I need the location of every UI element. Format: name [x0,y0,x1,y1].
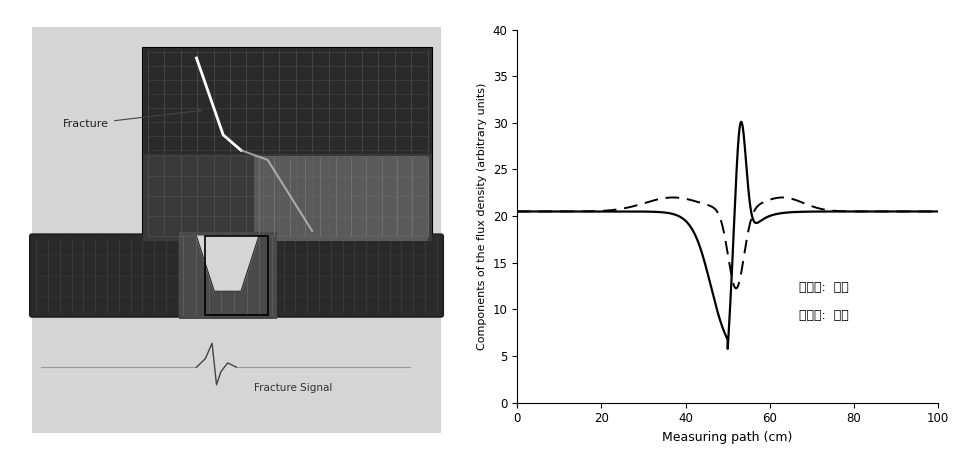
FancyBboxPatch shape [143,48,432,241]
Text: 측방향:  점선: 측방향: 점선 [799,309,849,322]
Text: 횟방향:  실선: 횟방향: 실선 [799,281,849,294]
FancyBboxPatch shape [143,154,432,241]
X-axis label: Measuring path (cm): Measuring path (cm) [662,431,793,444]
Text: Fracture: Fracture [63,109,201,129]
Polygon shape [196,236,259,291]
FancyBboxPatch shape [254,156,427,241]
FancyBboxPatch shape [143,48,432,154]
FancyBboxPatch shape [32,26,441,433]
FancyBboxPatch shape [179,232,277,319]
FancyBboxPatch shape [30,234,444,317]
Text: Fracture Signal: Fracture Signal [254,383,333,393]
Y-axis label: Components of the flux density (arbitrary units): Components of the flux density (arbitrar… [477,82,487,350]
